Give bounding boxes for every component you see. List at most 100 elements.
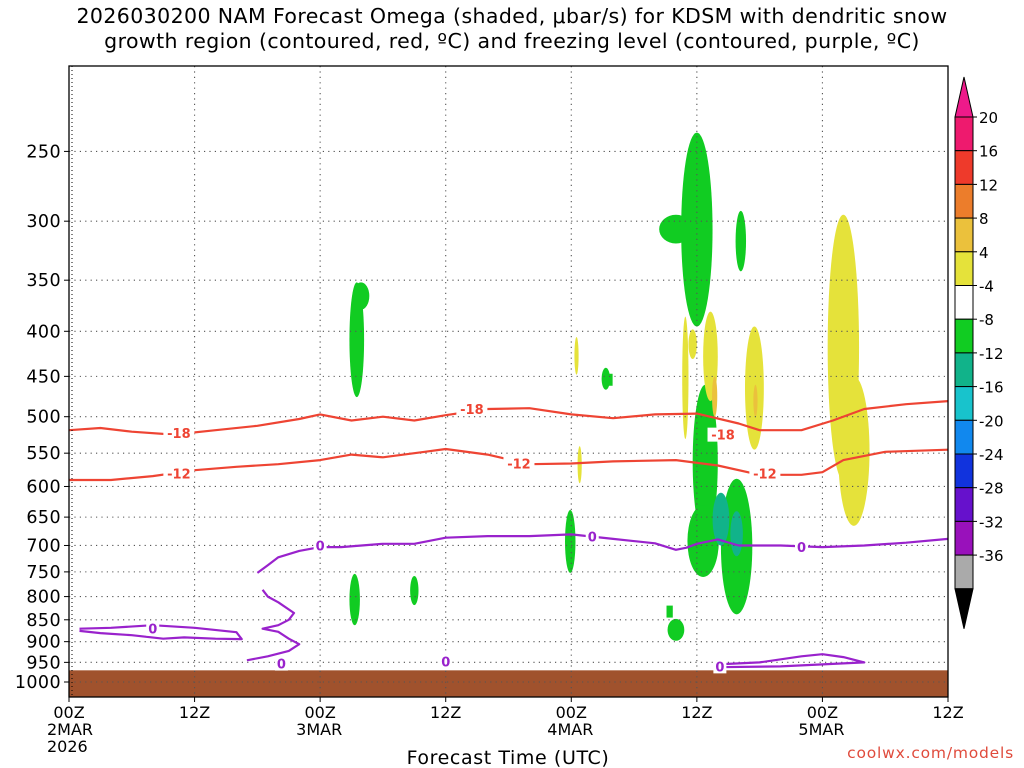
x-tick-label: 12Z <box>932 703 963 722</box>
y-tick-label: 350 <box>26 271 61 291</box>
green-3mar-low <box>349 573 360 626</box>
contour-label-bg <box>585 529 599 544</box>
x-tick-date: 5MAR <box>798 720 844 739</box>
contour-label-bg <box>439 654 453 669</box>
colorbar-bin <box>954 285 974 320</box>
green-jet-shelf <box>659 214 693 244</box>
contour-label: -18 <box>460 403 484 418</box>
contour-label-bg <box>749 466 781 481</box>
contour-3 <box>79 624 243 641</box>
x-tick-label: 12Z <box>681 703 712 722</box>
green-3mar-dot <box>410 575 419 606</box>
green-column-3mar <box>349 282 365 398</box>
y-tick-label: 650 <box>26 508 61 528</box>
contour-1 <box>69 447 949 482</box>
plot-frame <box>68 65 949 698</box>
contour-5 <box>717 653 866 669</box>
colorbar-label: -36 <box>979 547 1004 565</box>
colorbar-bottom-arrow <box>954 588 974 629</box>
contour-2 <box>256 533 949 574</box>
contour-label-bg <box>713 659 727 674</box>
y-tick-label: 500 <box>26 408 61 428</box>
colorbar-bin <box>954 116 974 152</box>
gridlines <box>69 66 948 697</box>
colorbar-bin <box>954 487 974 522</box>
contour-label: 0 <box>797 541 806 556</box>
colorbar-bin <box>954 554 974 590</box>
colorbar-label: 16 <box>979 143 998 161</box>
green-square-0 <box>605 373 613 386</box>
axes: 2503003504004505005506006507007508008509… <box>15 65 964 756</box>
x-tick-date: 3MAR <box>296 720 342 739</box>
teal-lower-core <box>712 492 730 546</box>
y-tick-label: 250 <box>26 142 61 162</box>
contour-label: 0 <box>441 656 450 671</box>
colorbar-label: -28 <box>979 480 1004 498</box>
title-line-1: 2026030200 NAM Forecast Omega (shaded, μ… <box>76 4 948 28</box>
contour-label-bg <box>456 401 488 416</box>
colorbar-bin <box>954 386 974 421</box>
contour-label: 0 <box>277 658 286 673</box>
colorbar-bin <box>954 520 974 556</box>
contour-label-bg <box>163 426 195 441</box>
credit-text: coolwx.com/models <box>847 744 1014 762</box>
x-axis-label: Forecast Time (UTC) <box>407 747 610 768</box>
colorbar-label: 4 <box>979 244 989 262</box>
colorbar-bin <box>954 251 974 287</box>
y-tick-label: 550 <box>26 444 61 464</box>
y-tick-label: 400 <box>26 322 61 342</box>
green-small-upper <box>735 210 747 272</box>
y-tick-label: 850 <box>26 611 61 631</box>
x-tick-label: 12Z <box>179 703 210 722</box>
colorbar-bin <box>954 150 974 185</box>
contour-label: 0 <box>715 660 724 675</box>
colorbar-bin <box>954 453 974 489</box>
x-tick-label: 00Z <box>304 703 335 722</box>
contour-label: -12 <box>167 468 191 483</box>
colorbar-bin <box>954 217 974 253</box>
contour-label-bg <box>163 466 195 481</box>
x-tick-date: 4MAR <box>547 720 593 739</box>
x-tick-label: 00Z <box>53 703 84 722</box>
x-tick-label: 00Z <box>556 703 587 722</box>
y-tick-label: 700 <box>26 536 61 556</box>
contour-label-bg <box>795 540 808 555</box>
green-jet-core <box>681 132 713 327</box>
colorbar-label: -32 <box>979 513 1004 531</box>
ground-surface <box>69 670 948 697</box>
contour-label: 0 <box>316 539 325 554</box>
yellow-small <box>688 329 697 359</box>
y-tick-label: 450 <box>26 367 61 387</box>
contours: -18 -18 -18 -12 -12 -12 0 0 0 0 0 0 0 <box>68 400 949 675</box>
colorbar-label: -24 <box>979 446 1004 464</box>
colorbar-bin <box>954 183 974 219</box>
x-tick-label: 00Z <box>807 703 838 722</box>
yellow-thin-left <box>682 316 689 439</box>
omega-shading <box>349 132 870 641</box>
colorbar-bin <box>954 352 974 388</box>
contour-label-bg <box>313 538 327 553</box>
green-lower-core <box>692 384 718 539</box>
teal-lower-right <box>730 511 743 557</box>
contour-label: -18 <box>711 429 735 444</box>
colorbar-label: -20 <box>979 412 1004 430</box>
y-tick-label: 600 <box>26 477 61 497</box>
chart-title: 2026030200 NAM Forecast Omega (shaded, μ… <box>0 4 1024 54</box>
contour-4 <box>246 589 301 662</box>
contour-label: 0 <box>588 531 597 546</box>
y-tick-label: 1000 <box>15 673 61 693</box>
y-tick-label: 300 <box>26 212 61 232</box>
contour-label-bg <box>503 456 535 471</box>
contour-label-bg <box>146 621 160 636</box>
yellow-sinking-lower <box>838 376 870 526</box>
yellow-sliver-top <box>574 336 579 375</box>
colorbar-bin <box>954 318 974 354</box>
yellow-sliver-4mar <box>577 446 582 484</box>
y-tick-label: 950 <box>26 653 61 673</box>
colorbar-top-arrow <box>954 76 974 118</box>
colorbar-label: -12 <box>979 345 1004 363</box>
ground-layer <box>69 670 948 697</box>
colorbar-bin <box>954 419 974 455</box>
y-tick-label: 900 <box>26 633 61 653</box>
